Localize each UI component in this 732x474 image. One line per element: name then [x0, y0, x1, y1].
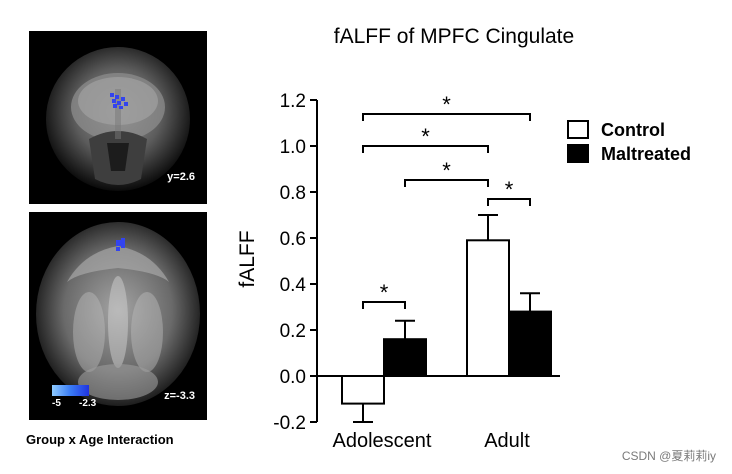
activation-cluster-bottom — [116, 238, 125, 251]
y-tick-label: 0.6 — [280, 229, 306, 250]
y-tick-label: 1.2 — [280, 91, 306, 112]
y-tick-label: 1.0 — [280, 137, 306, 158]
coronal-coordinate-label: y=2.6 — [167, 171, 195, 183]
y-tick-label: 0.2 — [280, 321, 306, 342]
significance-label: * — [442, 92, 451, 117]
significance-label: * — [380, 280, 389, 305]
bars — [341, 214, 552, 423]
y-tick-label: 0.8 — [280, 183, 306, 204]
chart-title: fALFF of MPFC Cingulate — [334, 25, 574, 48]
significance-label: * — [421, 124, 430, 149]
activation-cluster-top — [110, 93, 128, 109]
x-tick-label: Adult — [484, 430, 530, 452]
legend-label: Maltreated — [601, 144, 691, 164]
x-tick-label: Adolescent — [333, 430, 432, 452]
significance-bracket — [362, 113, 531, 121]
significance-bracket — [362, 301, 406, 309]
significance-bracket — [487, 198, 531, 206]
y-axis-label: fALFF — [236, 230, 259, 287]
bar — [383, 338, 427, 378]
legend-swatch — [567, 144, 589, 163]
colorbar-max-label: -2.3 — [79, 398, 97, 409]
significance-label: * — [505, 177, 514, 202]
significance-label: * — [442, 158, 451, 183]
bar — [466, 239, 510, 377]
brain-axial-image — [36, 222, 200, 406]
axial-coordinate-label: z=-3.3 — [164, 390, 195, 402]
legend-label: Control — [601, 120, 665, 140]
y-tick-label: 0.4 — [280, 275, 307, 296]
y-tick-label: -0.2 — [273, 413, 306, 434]
significance-brackets: * * * * * — [362, 92, 531, 309]
x-axis-ticks: Adolescent Adult — [333, 430, 531, 452]
colorbar-min-label: -5 — [52, 398, 61, 409]
brain-coronal-panel: y=2.6 — [29, 31, 207, 204]
colorbar — [52, 385, 89, 396]
legend-swatch — [567, 120, 589, 139]
y-tick-label: 0.0 — [280, 367, 306, 388]
brain-coronal-image — [46, 47, 190, 191]
significance-bracket — [362, 145, 489, 153]
significance-bracket — [404, 179, 489, 187]
watermark: CSDN @夏莉莉iy — [621, 449, 716, 463]
bar — [341, 375, 385, 405]
y-axis-ticks: -0.2 0.0 0.2 0.4 0.6 0.8 1.0 1.2 — [273, 91, 317, 434]
legend: Control Maltreated — [567, 120, 691, 164]
brain-panels-caption: Group x Age Interaction — [26, 432, 174, 447]
brain-axial-panel: -5 -2.3 z=-3.3 — [29, 212, 207, 420]
bar — [508, 310, 552, 378]
